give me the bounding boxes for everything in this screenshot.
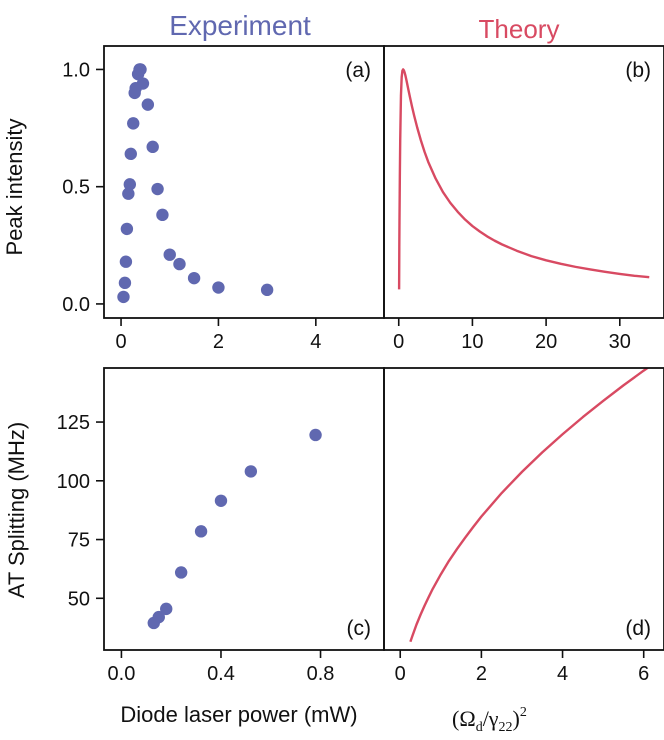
panel-a-point-7 [127, 117, 140, 130]
panel-a-point-20 [187, 271, 201, 285]
panel-a-point-18 [163, 248, 176, 261]
panel-a-ytick-label-0: 0.0 [62, 294, 90, 316]
panel-d-frame [383, 367, 664, 651]
panel-c-frame [103, 367, 385, 651]
panel-c-ytick-label-0: 50 [68, 588, 90, 610]
panel-b-xtick-label-2: 20 [535, 331, 557, 353]
panel-a-point-19 [173, 257, 186, 271]
panel-a-point-14 [141, 98, 155, 111]
panel-c-xtick-label-1: 0.4 [207, 663, 235, 685]
panel-a-label: (a) [345, 59, 371, 82]
panel-a-point-6 [124, 147, 137, 161]
theory-header: Theory [479, 14, 560, 44]
panel-d-xtick-label-2: 4 [557, 663, 568, 685]
panel-c-label: (c) [347, 617, 372, 640]
panel-a-points [117, 63, 274, 304]
panel-d-xtick-label-1: 2 [476, 663, 487, 685]
panel-a-point-3 [120, 222, 134, 236]
panel-a-point-17 [156, 208, 169, 222]
panel-a-point-12 [134, 63, 147, 76]
panel-c-point-5 [214, 494, 228, 507]
peak-intensity-label: Peak intensity [2, 119, 27, 256]
panel-a-xtick-label-0: 0 [115, 331, 126, 353]
panel-b: 0 10 20 30 (b) [383, 45, 664, 353]
panel-b-label: (b) [625, 59, 651, 82]
panel-c-ytick-label-2: 100 [57, 471, 90, 493]
panel-d-xtick-label-0: 0 [395, 663, 406, 685]
panel-c-ytick-label-1: 75 [68, 530, 90, 552]
panel-a-point-22 [260, 283, 274, 297]
panel-b-xtick-label-0: 0 [393, 331, 404, 353]
experiment-header: Experiment [169, 10, 311, 41]
panel-a-xtick-label-1: 2 [213, 331, 224, 353]
panel-b-curve [397, 68, 650, 290]
panel-a-xtick-label-2: 4 [310, 331, 321, 353]
panel-c-ytick-label-3: 125 [57, 412, 90, 434]
panel-a-point-16 [151, 182, 164, 196]
panel-d-xtick-label-3: 6 [638, 663, 649, 685]
diode-power-label: Diode laser power (mW) [120, 702, 357, 727]
panel-d-label: (d) [625, 617, 651, 640]
panel-c-point-7 [309, 428, 322, 442]
omega-gamma-label: (Ωd/γ22)2 [452, 705, 527, 735]
panel-c-xtick-label-2: 0.8 [307, 663, 335, 685]
panel-a: 0 2 4 0.0 0.5 1.0 (a) [62, 45, 385, 353]
panel-a-point-5 [123, 178, 137, 191]
panel-a-point-2 [119, 255, 133, 268]
panel-c-point-1 [152, 610, 165, 624]
panel-a-point-1 [118, 276, 132, 290]
panel-c-xtick-label-0: 0.0 [108, 663, 136, 685]
panel-a-point-15 [146, 140, 159, 154]
panel-c-point-4 [194, 525, 208, 538]
panel-b-frame [383, 45, 664, 319]
panel-c-point-2 [160, 602, 173, 616]
at-splitting-label: AT Splitting (MHz) [4, 422, 29, 598]
panel-d: 0 2 4 6 (d) [383, 367, 664, 685]
panel-c-point-3 [174, 566, 188, 579]
panel-a-point-21 [212, 281, 225, 294]
panel-a-point-4 [122, 187, 135, 200]
panel-b-xtick-label-1: 10 [461, 331, 483, 353]
panel-a-point-0 [117, 290, 130, 304]
panel-a-ytick-label-2: 1.0 [62, 59, 90, 81]
panel-a-point-13 [136, 77, 150, 90]
panel-c-points [147, 428, 322, 630]
panel-a-ytick-label-1: 0.5 [62, 177, 90, 199]
panel-c-point-6 [244, 465, 258, 478]
panel-c: 0.0 0.4 0.8 50 75 100 125 (c) [57, 367, 385, 685]
panel-d-curve [409, 368, 650, 643]
panel-b-xtick-label-3: 30 [609, 331, 631, 353]
